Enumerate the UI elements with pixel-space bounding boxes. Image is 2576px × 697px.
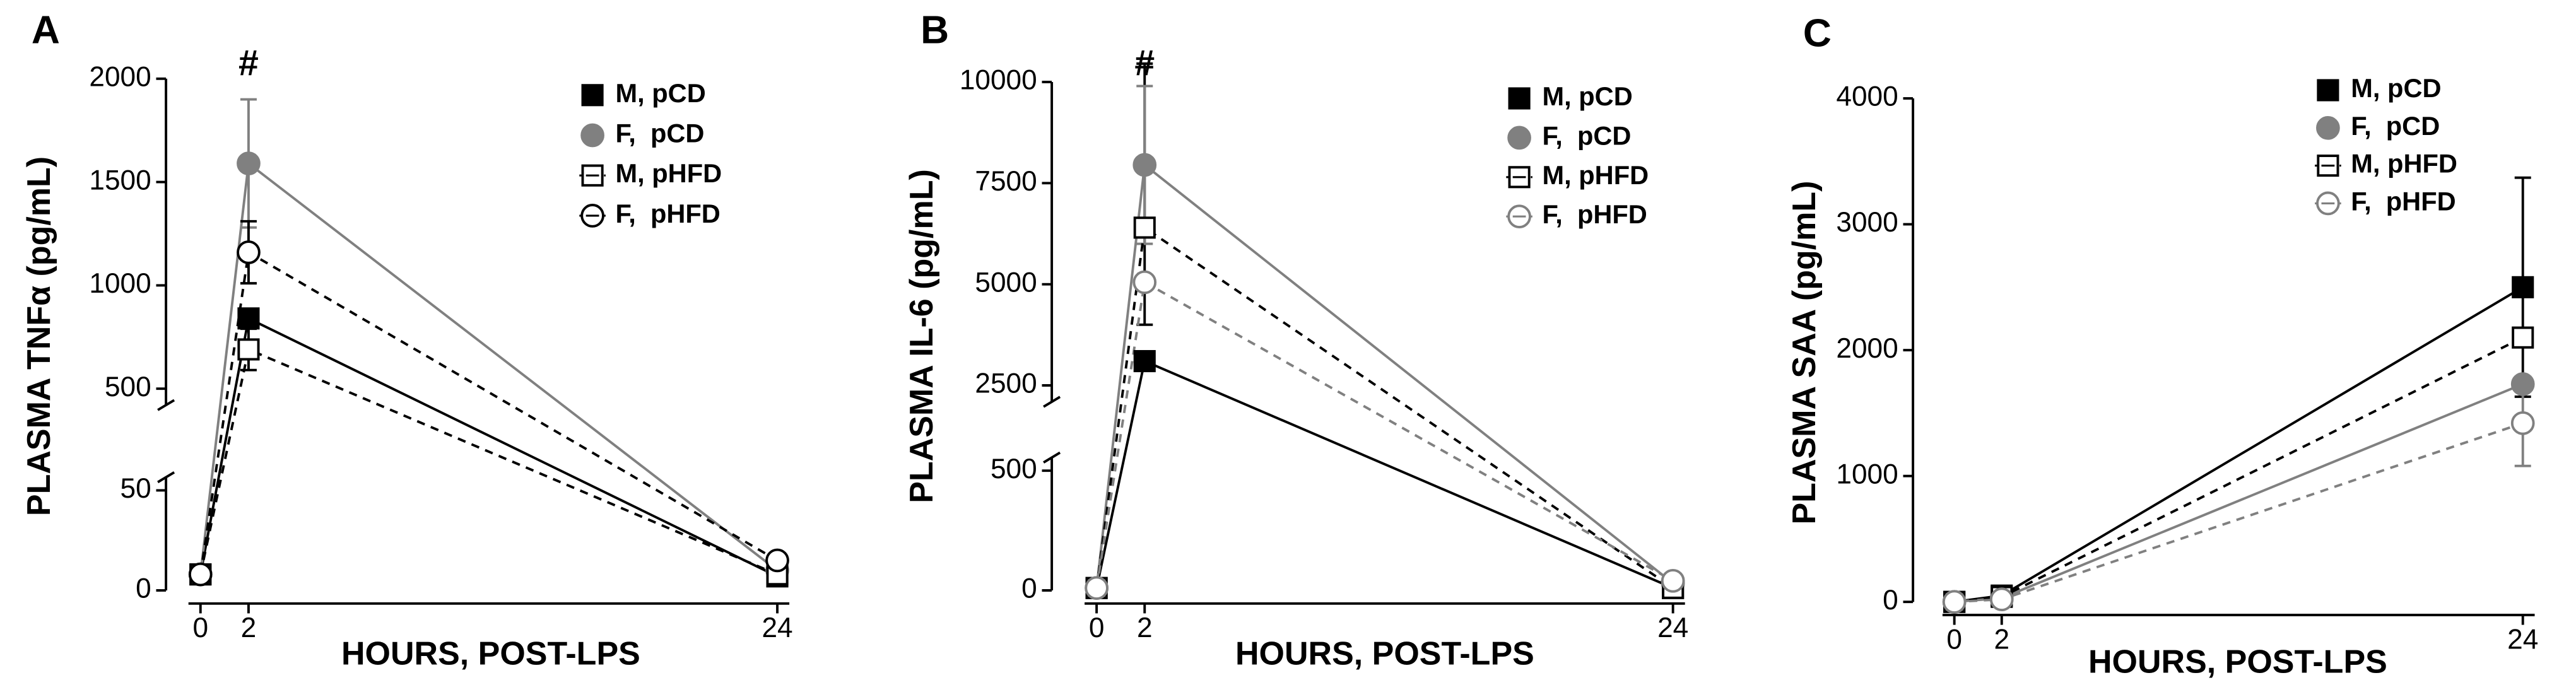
marker <box>2512 276 2534 298</box>
legend-label: F, pHFD <box>2351 186 2455 216</box>
y-tick-label: 0 <box>1021 573 1037 604</box>
y-tick-label: 1000 <box>89 268 151 299</box>
panel-label: C <box>1803 12 1832 56</box>
legend-marker <box>580 123 604 148</box>
x-tick-label: 0 <box>1089 612 1105 643</box>
y-tick-label: 50 <box>121 473 151 504</box>
legend-label: F, pCD <box>2351 111 2440 141</box>
axis-break <box>157 399 175 411</box>
panel-label: B <box>920 8 949 52</box>
y-tick-label: 7500 <box>975 166 1037 197</box>
axis-break <box>1043 451 1061 464</box>
x-axis-label: HOURS, POST-LPS <box>1235 636 1534 672</box>
x-tick-label: 24 <box>2507 624 2538 655</box>
y-tick-label: 0 <box>136 573 151 604</box>
marker <box>1661 568 1685 593</box>
y-tick-label: 1500 <box>89 165 151 196</box>
y-axis-label: PLASMA TNFα (pg/mL) <box>21 156 57 516</box>
y-tick-label: 2500 <box>975 368 1037 399</box>
y-tick-label: 3000 <box>1836 207 1898 238</box>
marker <box>237 338 260 361</box>
marker <box>1989 587 2014 612</box>
x-tick-label: 2 <box>1137 612 1153 643</box>
series-line <box>1095 359 1674 589</box>
legend-label: M, pCD <box>2351 73 2441 103</box>
y-tick-label: 0 <box>1883 585 1898 616</box>
legend-label: M, pHFD <box>1543 160 1649 190</box>
annotation: # <box>238 43 259 83</box>
legend-marker <box>2316 115 2340 140</box>
series-line <box>1954 336 2524 604</box>
marker <box>2510 372 2535 396</box>
axis-break <box>157 471 175 484</box>
x-tick-label: 24 <box>1657 612 1688 643</box>
legend-marker <box>581 84 604 107</box>
marker <box>1132 270 1157 295</box>
series-line <box>1095 225 1674 589</box>
legend-label: F, pCD <box>1543 120 1632 150</box>
series-line <box>1954 286 2524 604</box>
series-line <box>1954 421 2524 604</box>
marker <box>1942 590 1967 614</box>
y-axis-label: PLASMA IL-6 (pg/mL) <box>903 169 940 503</box>
legend-label: M, pHFD <box>616 158 722 188</box>
legend-marker <box>1507 126 1531 150</box>
x-tick-label: 2 <box>241 612 257 643</box>
annotation: # <box>1134 43 1155 83</box>
x-tick-label: 0 <box>192 612 208 643</box>
y-tick-label: 500 <box>105 372 151 402</box>
legend-label: F, pCD <box>616 118 705 148</box>
y-tick-label: 1000 <box>1836 459 1898 489</box>
marker <box>2512 326 2534 349</box>
legend-label: M, pHFD <box>2351 149 2457 179</box>
marker <box>1133 349 1156 373</box>
x-tick-label: 0 <box>1946 624 1962 655</box>
axis-break <box>1043 395 1061 408</box>
legend-label: M, pCD <box>1543 81 1633 111</box>
y-tick-label: 5000 <box>975 267 1037 298</box>
legend-marker <box>2317 79 2339 102</box>
marker <box>188 562 213 587</box>
legend-label: F, pHFD <box>1543 199 1647 229</box>
series-line <box>1095 280 1674 589</box>
marker <box>1132 153 1157 177</box>
marker <box>1085 576 1109 600</box>
series-line <box>1954 383 2524 604</box>
y-tick-label: 10000 <box>960 65 1037 96</box>
y-tick-label: 2000 <box>1836 333 1898 364</box>
y-tick-label: 4000 <box>1836 81 1898 112</box>
marker <box>1133 216 1156 239</box>
y-axis-label: PLASMA SAA (pg/mL) <box>1786 181 1823 525</box>
marker <box>765 548 789 573</box>
x-axis-label: HOURS, POST-LPS <box>341 636 640 672</box>
series-line <box>199 348 778 576</box>
marker <box>237 240 261 264</box>
x-tick-label: 24 <box>762 612 792 643</box>
panel-label: A <box>32 8 60 52</box>
series-line <box>199 250 779 575</box>
legend-marker <box>1508 87 1531 110</box>
y-tick-label: 2000 <box>89 61 151 92</box>
x-tick-label: 2 <box>1994 624 2009 655</box>
y-tick-label: 500 <box>991 454 1037 484</box>
marker <box>237 307 260 330</box>
legend-label: F, pHFD <box>616 199 720 228</box>
marker <box>2510 411 2535 435</box>
x-axis-label: HOURS, POST-LPS <box>2088 644 2387 681</box>
marker <box>237 151 261 175</box>
legend-label: M, pCD <box>616 78 706 108</box>
